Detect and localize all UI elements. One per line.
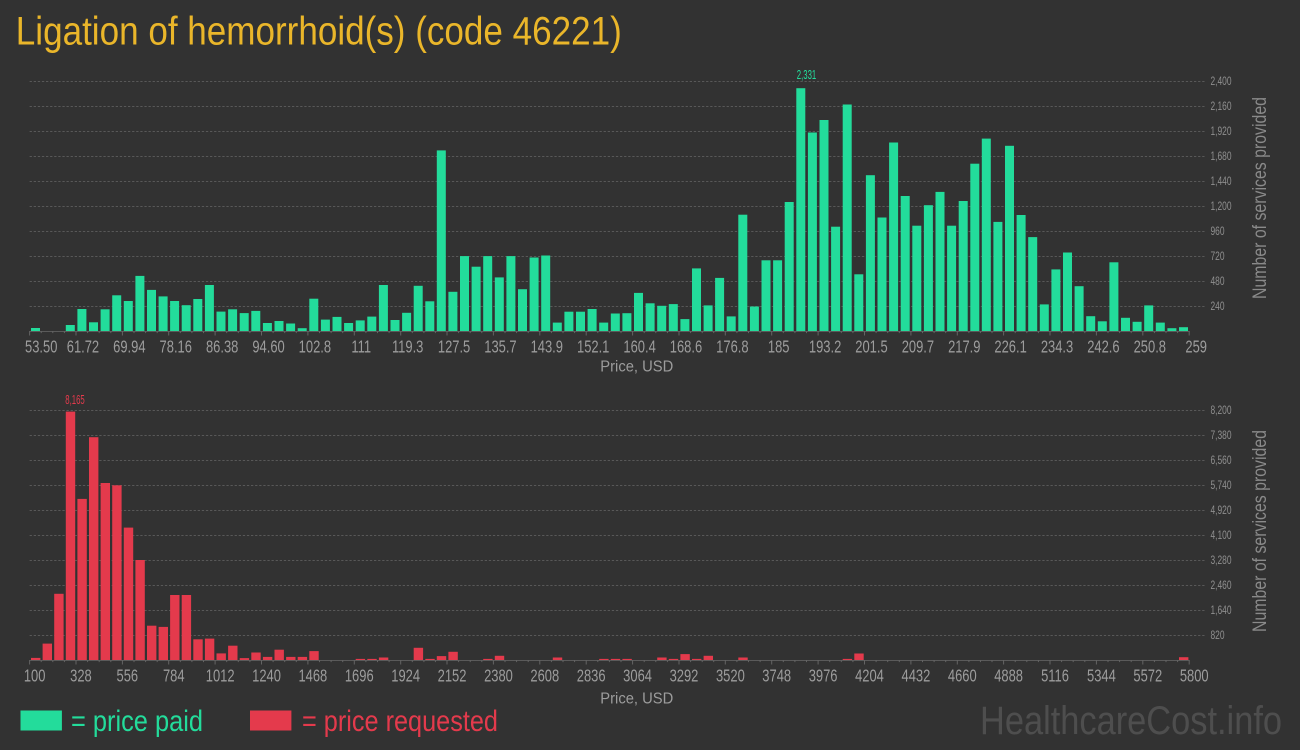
svg-text:Number of services provided: Number of services provided <box>1250 97 1271 299</box>
svg-text:1924: 1924 <box>391 667 420 686</box>
svg-text:86.38: 86.38 <box>206 338 238 357</box>
svg-text:5572: 5572 <box>1133 667 1162 686</box>
svg-text:1012: 1012 <box>206 667 235 686</box>
svg-text:69.94: 69.94 <box>113 338 146 357</box>
svg-text:1,200: 1,200 <box>1211 201 1232 214</box>
svg-text:8,200: 8,200 <box>1211 405 1232 418</box>
svg-text:720: 720 <box>1211 251 1225 264</box>
svg-text:960: 960 <box>1211 226 1225 239</box>
svg-text:135.7: 135.7 <box>484 338 516 357</box>
svg-text:250.8: 250.8 <box>1134 338 1166 357</box>
svg-text:217.9: 217.9 <box>948 338 980 357</box>
svg-text:= price requested: = price requested <box>302 705 498 738</box>
svg-text:5116: 5116 <box>1041 667 1069 686</box>
svg-text:176.8: 176.8 <box>716 338 748 357</box>
svg-text:4432: 4432 <box>902 667 931 686</box>
svg-text:= price paid: = price paid <box>71 705 203 738</box>
svg-text:127.5: 127.5 <box>438 338 470 357</box>
svg-text:152.1: 152.1 <box>577 338 609 357</box>
svg-text:3292: 3292 <box>670 667 699 686</box>
svg-text:209.7: 209.7 <box>902 338 934 357</box>
svg-text:4204: 4204 <box>855 667 884 686</box>
svg-text:259: 259 <box>1185 338 1207 357</box>
svg-text:4,920: 4,920 <box>1211 505 1232 518</box>
svg-text:160.4: 160.4 <box>623 338 656 357</box>
svg-text:119.3: 119.3 <box>392 338 423 357</box>
svg-text:2608: 2608 <box>530 667 559 686</box>
svg-text:5800: 5800 <box>1180 667 1209 686</box>
svg-text:201.5: 201.5 <box>855 338 887 357</box>
svg-text:Price, USD: Price, USD <box>600 359 673 376</box>
svg-text:1,440: 1,440 <box>1211 176 1232 189</box>
svg-text:8,165: 8,165 <box>65 392 85 407</box>
svg-text:2152: 2152 <box>438 667 467 686</box>
svg-text:1696: 1696 <box>345 667 374 686</box>
svg-text:3,280: 3,280 <box>1211 555 1232 568</box>
svg-text:226.1: 226.1 <box>994 338 1026 357</box>
svg-text:185: 185 <box>768 338 790 357</box>
svg-text:1,640: 1,640 <box>1211 605 1232 618</box>
svg-text:2,160: 2,160 <box>1211 101 1232 114</box>
svg-text:2380: 2380 <box>484 667 513 686</box>
svg-text:61.72: 61.72 <box>67 338 99 357</box>
svg-text:53.50: 53.50 <box>25 338 57 357</box>
svg-text:5344: 5344 <box>1087 667 1116 686</box>
svg-text:480: 480 <box>1211 276 1225 289</box>
svg-text:820: 820 <box>1211 630 1225 643</box>
svg-text:6,560: 6,560 <box>1211 455 1232 468</box>
svg-text:1240: 1240 <box>252 667 281 686</box>
svg-text:4660: 4660 <box>948 667 977 686</box>
svg-text:556: 556 <box>117 667 139 686</box>
svg-text:168.6: 168.6 <box>670 338 702 357</box>
svg-text:5,740: 5,740 <box>1211 480 1232 493</box>
svg-text:1,920: 1,920 <box>1211 126 1232 139</box>
svg-text:193.2: 193.2 <box>809 338 841 357</box>
svg-text:3064: 3064 <box>623 667 652 686</box>
svg-text:328: 328 <box>70 667 92 686</box>
svg-text:2836: 2836 <box>577 667 606 686</box>
svg-text:143.9: 143.9 <box>531 338 563 357</box>
svg-text:1,680: 1,680 <box>1211 151 1232 164</box>
svg-text:7,380: 7,380 <box>1211 430 1232 443</box>
svg-text:Ligation of hemorrhoid(s) (cod: Ligation of hemorrhoid(s) (code 46221) <box>16 10 622 54</box>
svg-text:234.3: 234.3 <box>1041 338 1073 357</box>
svg-text:102.8: 102.8 <box>299 338 331 357</box>
svg-text:3976: 3976 <box>809 667 838 686</box>
svg-text:Number of services provided: Number of services provided <box>1250 430 1271 632</box>
svg-text:4888: 4888 <box>994 667 1023 686</box>
svg-text:3748: 3748 <box>762 667 791 686</box>
svg-text:240: 240 <box>1211 301 1225 314</box>
svg-text:78.16: 78.16 <box>160 338 192 357</box>
svg-text:2,460: 2,460 <box>1211 580 1232 593</box>
svg-text:2,400: 2,400 <box>1211 76 1232 89</box>
svg-text:100: 100 <box>24 667 46 686</box>
svg-text:2,331: 2,331 <box>797 67 817 82</box>
svg-text:1468: 1468 <box>298 667 327 686</box>
svg-text:3520: 3520 <box>716 667 745 686</box>
svg-text:242.6: 242.6 <box>1087 338 1119 357</box>
svg-text:94.60: 94.60 <box>252 338 284 357</box>
svg-text:Price, USD: Price, USD <box>600 691 673 708</box>
svg-text:784: 784 <box>163 667 185 686</box>
svg-text:HealthcareCost.info: HealthcareCost.info <box>980 699 1282 743</box>
svg-text:111: 111 <box>351 338 371 357</box>
svg-text:4,100: 4,100 <box>1211 530 1232 543</box>
